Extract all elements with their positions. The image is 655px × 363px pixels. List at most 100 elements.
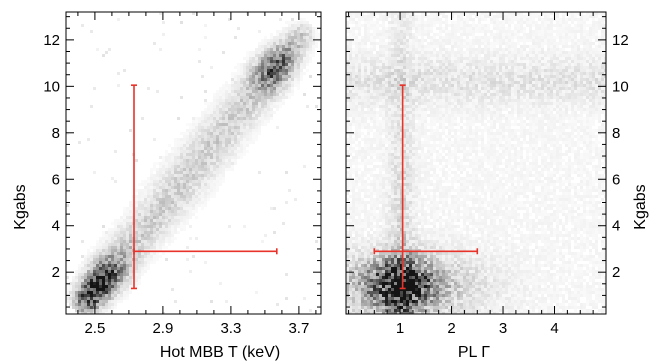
density-cell bbox=[162, 180, 165, 183]
density-cell bbox=[349, 57, 352, 60]
density-cell bbox=[120, 300, 123, 303]
density-cell bbox=[150, 189, 153, 192]
density-cell bbox=[192, 213, 195, 216]
density-cell bbox=[529, 78, 532, 81]
density-cell bbox=[505, 63, 508, 66]
density-cell bbox=[514, 63, 517, 66]
density-cell bbox=[466, 36, 469, 39]
density-cell bbox=[547, 78, 550, 81]
density-cell bbox=[445, 21, 448, 24]
density-cell bbox=[294, 66, 297, 69]
density-cell bbox=[457, 48, 460, 51]
density-cell bbox=[400, 30, 403, 33]
density-cell bbox=[267, 117, 270, 120]
density-cell bbox=[141, 195, 144, 198]
density-cell bbox=[90, 279, 93, 282]
density-cell bbox=[189, 138, 192, 141]
density-cell bbox=[126, 285, 129, 288]
density-cell bbox=[84, 291, 87, 294]
density-cell bbox=[448, 99, 451, 102]
density-cell bbox=[129, 291, 132, 294]
density-cell bbox=[364, 18, 367, 21]
density-cell bbox=[72, 285, 75, 288]
density-cell bbox=[364, 69, 367, 72]
density-cell bbox=[177, 183, 180, 186]
density-cell bbox=[433, 69, 436, 72]
density-cell bbox=[499, 99, 502, 102]
density-cell bbox=[249, 111, 252, 114]
density-cell bbox=[379, 18, 382, 21]
density-cell bbox=[556, 54, 559, 57]
density-cell bbox=[210, 105, 213, 108]
density-cell bbox=[373, 96, 376, 99]
density-cell bbox=[291, 90, 294, 93]
density-cell bbox=[505, 69, 508, 72]
density-cell bbox=[418, 78, 421, 81]
density-cell bbox=[117, 225, 120, 228]
density-cell bbox=[165, 231, 168, 234]
density-cell bbox=[484, 87, 487, 90]
density-cell bbox=[207, 114, 210, 117]
density-cell bbox=[156, 186, 159, 189]
density-cell bbox=[288, 78, 291, 81]
density-cell bbox=[541, 45, 544, 48]
density-cell bbox=[249, 93, 252, 96]
density-cell bbox=[288, 33, 291, 36]
density-cell bbox=[279, 90, 282, 93]
density-cell bbox=[93, 288, 96, 291]
density-cell bbox=[195, 126, 198, 129]
density-cell bbox=[604, 30, 606, 33]
density-cell bbox=[183, 138, 186, 141]
density-cell bbox=[517, 27, 520, 30]
density-cell bbox=[219, 126, 222, 129]
density-cell bbox=[225, 162, 228, 165]
density-cell bbox=[601, 78, 604, 81]
density-cell bbox=[493, 45, 496, 48]
density-cell bbox=[291, 81, 294, 84]
density-cell bbox=[376, 84, 379, 87]
density-cell bbox=[349, 33, 352, 36]
density-cell bbox=[418, 93, 421, 96]
density-cell bbox=[78, 276, 81, 279]
density-cell bbox=[574, 24, 577, 27]
density-cell bbox=[412, 21, 415, 24]
density-cell bbox=[156, 222, 159, 225]
density-cell bbox=[448, 48, 451, 51]
density-cell bbox=[129, 243, 132, 246]
density-cell bbox=[147, 210, 150, 213]
density-cell bbox=[201, 195, 204, 198]
density-cell bbox=[367, 99, 370, 102]
density-cell bbox=[123, 225, 126, 228]
density-cell bbox=[472, 51, 475, 54]
density-cell bbox=[267, 39, 270, 42]
density-cell bbox=[484, 33, 487, 36]
density-cell bbox=[499, 39, 502, 42]
density-cell bbox=[376, 30, 379, 33]
density-cell bbox=[303, 63, 306, 66]
density-cell bbox=[207, 129, 210, 132]
density-cell bbox=[153, 177, 156, 180]
density-cell bbox=[186, 222, 189, 225]
density-cell bbox=[108, 309, 111, 312]
density-cell bbox=[195, 237, 198, 240]
density-cell bbox=[505, 87, 508, 90]
density-cell bbox=[604, 54, 606, 57]
density-cell bbox=[559, 81, 562, 84]
density-cell bbox=[186, 147, 189, 150]
density-cell bbox=[159, 168, 162, 171]
density-cell bbox=[240, 84, 243, 87]
density-cell bbox=[315, 33, 318, 36]
density-cell bbox=[264, 102, 267, 105]
density-cell bbox=[111, 255, 114, 258]
density-cell bbox=[346, 90, 349, 93]
density-cell bbox=[439, 21, 442, 24]
density-cell bbox=[514, 45, 517, 48]
density-cell bbox=[216, 162, 219, 165]
density-cell bbox=[99, 303, 102, 306]
density-cell bbox=[153, 207, 156, 210]
density-cell bbox=[496, 24, 499, 27]
density-cell bbox=[424, 57, 427, 60]
density-cell bbox=[346, 72, 349, 75]
density-cell bbox=[445, 42, 448, 45]
